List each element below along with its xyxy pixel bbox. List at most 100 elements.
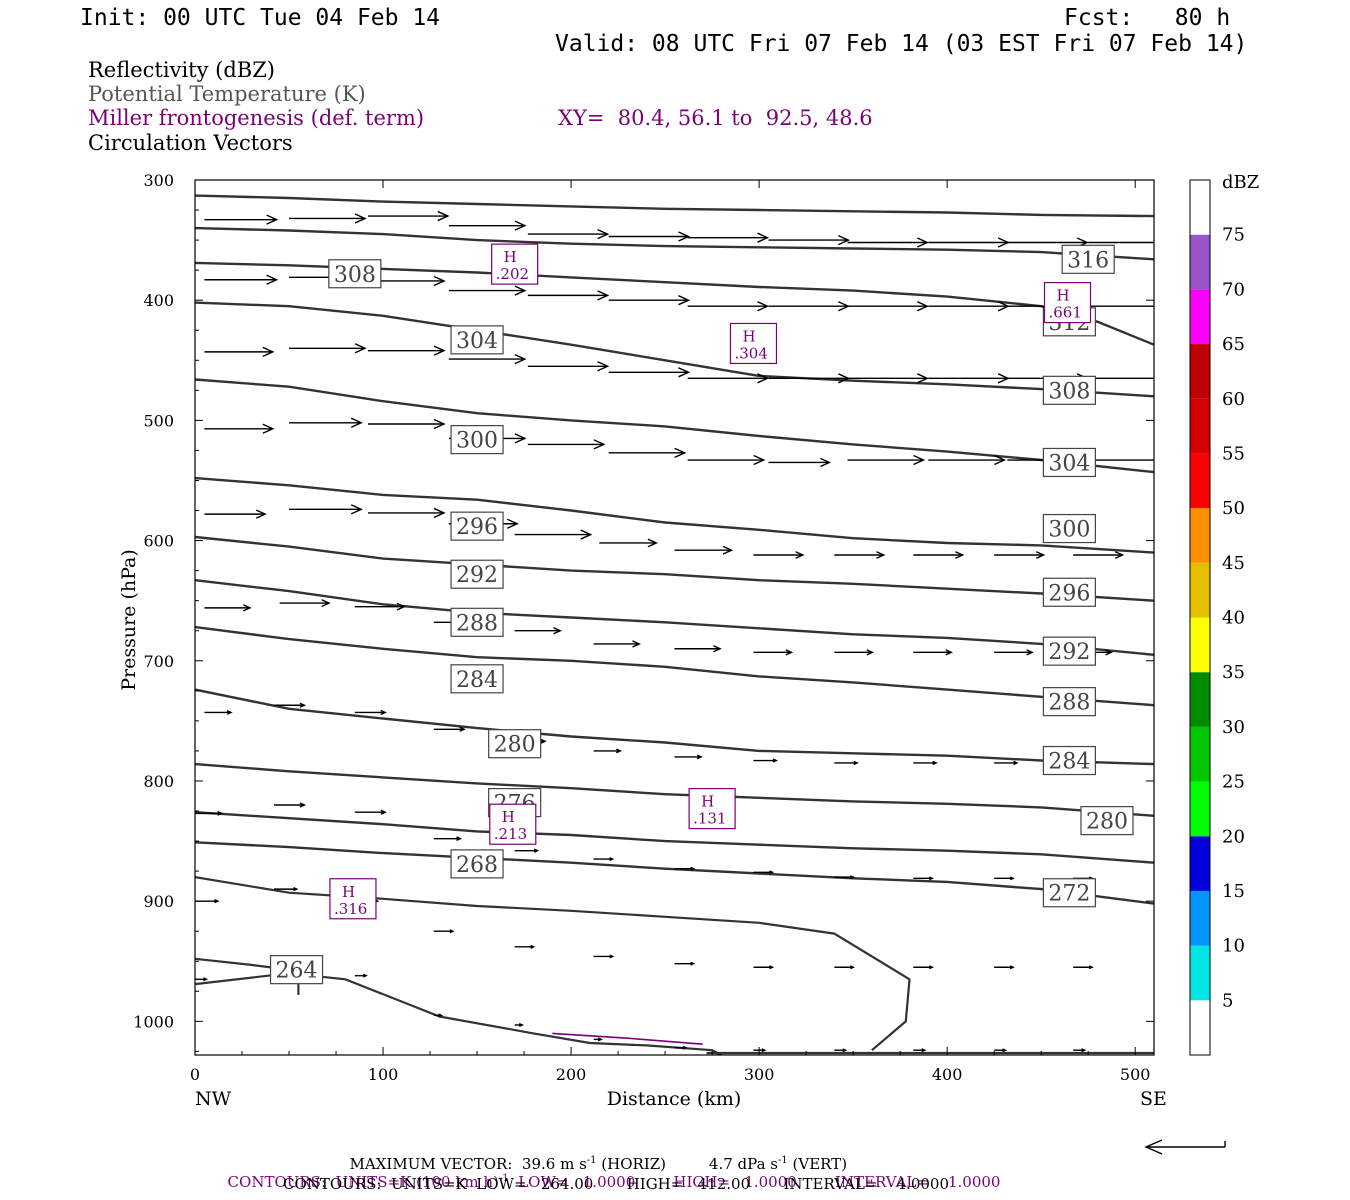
vector-head	[299, 802, 307, 808]
circulation-vector	[527, 439, 606, 450]
circulation-vector	[367, 210, 450, 222]
colorbar-band	[1190, 453, 1210, 509]
vector-head	[530, 944, 536, 949]
high-box	[729, 322, 778, 365]
y-tick-label: 700	[143, 652, 174, 671]
vector-head	[293, 886, 299, 892]
contour-label-text: 272	[1048, 882, 1090, 907]
vector-head	[945, 649, 954, 656]
contour-labels: 3163123083083043043003002962962922922882…	[269, 244, 1134, 985]
theta-contours	[195, 194, 1154, 1055]
vector-head	[769, 870, 775, 875]
vector-head	[850, 875, 856, 880]
contour-label-text: 288	[1048, 691, 1090, 716]
x-tick-label: 300	[744, 1065, 775, 1084]
circulation-vector	[674, 645, 722, 653]
colorbar-band	[1190, 234, 1210, 290]
vector-head	[299, 702, 307, 708]
vector-head	[1158, 238, 1168, 247]
contour-label-text: 300	[1048, 518, 1090, 543]
colorbar-label: 65	[1222, 334, 1245, 355]
circulation-vector	[928, 301, 1010, 312]
vector-head	[362, 973, 368, 978]
circulation-vector	[994, 876, 1015, 881]
contour-label-text: 292	[456, 563, 498, 588]
contour-label: 284	[1042, 745, 1096, 776]
high-value: .202	[496, 265, 529, 283]
vector-head	[514, 433, 527, 444]
max-vector-prefix: MAXIMUM VECTOR: 39.6 m s	[349, 1155, 587, 1173]
contours-frontogenesis-info: CONTOURS: UNITS=K (100 km h)-1 LOW= 1.00…	[218, 1159, 1001, 1191]
theta-contour-284	[195, 688, 1154, 766]
vector-head	[433, 507, 446, 519]
circulation-vector	[768, 234, 851, 246]
circulation-vector	[768, 457, 832, 468]
circulation-vector	[448, 353, 527, 365]
x-tick-label: 0	[190, 1065, 200, 1084]
contour-label-text: 284	[1048, 750, 1090, 775]
vector-head	[380, 709, 387, 716]
contour-label: 292	[450, 559, 504, 589]
contour-label-text: 296	[456, 515, 498, 540]
circulation-vector	[994, 760, 1019, 766]
vector-head	[682, 1045, 688, 1050]
circulation-vector	[289, 213, 367, 224]
circulation-vector	[687, 373, 770, 384]
vector-head	[753, 454, 766, 466]
vector-head	[757, 301, 770, 312]
colorbar-band	[1190, 781, 1210, 837]
circulation-vector	[608, 447, 687, 458]
high-letter: H	[502, 808, 515, 826]
vector-head	[226, 710, 233, 715]
vector-head	[514, 285, 527, 296]
vector-head	[597, 290, 610, 301]
vector-head	[929, 876, 935, 881]
high-letter: H	[504, 248, 517, 266]
contour-label-text: 308	[334, 263, 376, 288]
axes: 300 400 500 600 700 800 900 1000 0 100 200 300 400 50…	[133, 171, 1154, 1084]
vector-head	[921, 1048, 927, 1053]
vector-head	[616, 748, 622, 754]
max-vector-info: MAXIMUM VECTOR: 39.6 m s-1 (HORIZ) 4.7 d…	[340, 1141, 848, 1173]
vector-head	[838, 234, 851, 246]
circulation-vector	[204, 604, 252, 612]
contours1-suffix: LOW= 1.0000 HIGH= 1.0000 INTERVAL= 1.000…	[508, 1173, 1001, 1191]
vector-head	[350, 417, 363, 428]
y-tick-label: 1000	[133, 1012, 174, 1031]
y-axis-label: Pressure (hPa)	[118, 549, 140, 691]
vector-head	[242, 604, 252, 612]
vector-head	[437, 210, 450, 222]
vector-head	[514, 353, 527, 365]
contour-label-text: 280	[1086, 810, 1128, 835]
vector-head	[609, 954, 615, 959]
circulation-vector	[1088, 238, 1168, 247]
circulation-vector	[514, 627, 562, 635]
vector-head	[647, 538, 658, 548]
vector-head	[1088, 965, 1094, 970]
vector-head	[1009, 965, 1015, 970]
vector-head	[757, 373, 770, 384]
circulation-vector	[204, 509, 267, 519]
vector-head	[757, 232, 770, 243]
circulation-vector	[847, 373, 930, 384]
high-box	[1043, 281, 1092, 324]
vector-head	[203, 977, 209, 982]
colorbar-band	[1190, 344, 1210, 399]
circulation-vector	[687, 232, 770, 243]
colorbar-band	[1190, 1000, 1210, 1055]
colorbar-label: 70	[1222, 279, 1245, 300]
colorbar-band	[1190, 836, 1210, 891]
circulation-vector	[289, 343, 367, 354]
vector-head	[266, 214, 279, 225]
colorbar-label: 50	[1222, 498, 1245, 519]
contour-label: 284	[450, 664, 504, 694]
circulation-vector	[913, 965, 935, 970]
colorbar-label: 25	[1222, 772, 1245, 793]
vector-head	[853, 760, 859, 766]
contour-label: 296	[1042, 577, 1096, 607]
theta-contour-276	[195, 811, 1154, 864]
theta-contour-272	[195, 841, 1154, 905]
vector-head	[678, 231, 691, 242]
vector-head	[380, 809, 387, 815]
